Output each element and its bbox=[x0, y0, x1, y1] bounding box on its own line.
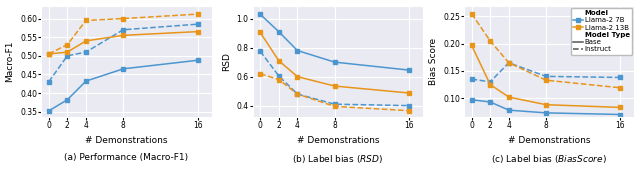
Legend: Model, Llama-2 7B, Llama-2 13B, Model Type, Base, Instruct: Model, Llama-2 7B, Llama-2 13B, Model Ty… bbox=[571, 8, 632, 55]
X-axis label: # Demonstrations: # Demonstrations bbox=[85, 136, 168, 145]
Text: (b) Label bias ($RSD$): (b) Label bias ($RSD$) bbox=[292, 153, 383, 165]
Text: (c) Label bias ($BiasScore$): (c) Label bias ($BiasScore$) bbox=[492, 153, 607, 165]
Y-axis label: Bias Score: Bias Score bbox=[429, 38, 438, 85]
Y-axis label: Macro-F1: Macro-F1 bbox=[6, 41, 15, 82]
Y-axis label: RSD: RSD bbox=[222, 52, 231, 71]
Text: (a) Performance (Macro-F1): (a) Performance (Macro-F1) bbox=[65, 153, 189, 162]
X-axis label: # Demonstrations: # Demonstrations bbox=[296, 136, 379, 145]
X-axis label: # Demonstrations: # Demonstrations bbox=[508, 136, 591, 145]
